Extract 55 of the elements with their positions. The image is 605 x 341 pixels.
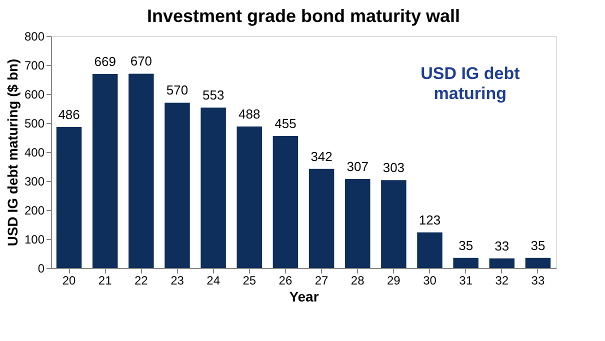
bar [381,180,406,268]
x-tick-label: 28 [350,274,365,288]
bar [272,136,298,268]
y-tick-label: 500 [24,116,45,130]
data-label: 455 [274,116,296,132]
data-label: 570 [166,82,188,98]
bar [489,258,515,268]
bar [56,127,82,268]
x-tick-label: 32 [495,274,509,288]
bar [92,74,118,268]
x-tick-label: 20 [62,274,76,288]
y-tick-label: 400 [24,146,45,160]
bar [236,126,262,268]
x-tick-label: 29 [387,274,401,288]
bar [344,178,370,268]
x-tick-label: 24 [206,274,220,288]
x-tick-label: 30 [423,274,437,288]
x-tick-label: 25 [242,274,256,288]
x-tick-label: 23 [170,274,184,288]
y-tick-label: 200 [24,204,45,218]
y-tick-label: 800 [24,30,45,44]
y-tick-label: 0 [38,262,45,276]
chart-title: Investment grade bond maturity wall [146,6,460,26]
data-label: 342 [310,148,332,164]
y-tick-label: 100 [24,232,45,246]
y-tick-label: 700 [24,58,45,72]
data-label: 669 [94,54,116,69]
data-label: 303 [382,160,405,176]
data-label: 670 [130,54,152,69]
data-label: 35 [530,238,546,253]
data-label: 488 [238,106,260,122]
y-axis-title: USD IG debt maturing ($ bn) [4,58,20,246]
data-label: 307 [346,158,368,174]
bar [417,232,442,268]
data-label: 33 [494,238,510,254]
bar [200,108,226,268]
data-label: 123 [418,212,441,228]
x-tick-label: 31 [459,274,473,288]
annotation: USD IG debt maturing [420,64,520,104]
y-tick-label: 600 [24,88,45,102]
x-axis-title: Year [289,288,320,304]
x-tick-label: 26 [278,274,292,288]
bar [128,74,154,268]
data-label: 553 [202,88,224,103]
x-tick-label: 27 [314,274,329,288]
bar [453,258,478,268]
bar [164,102,190,268]
x-tick-label: 21 [98,274,112,288]
x-tick-label: 22 [134,274,148,288]
bar [525,258,551,268]
x-tick-label: 33 [531,274,545,288]
y-tick-label: 300 [24,174,45,188]
data-label: 486 [58,107,80,122]
data-label: 35 [458,238,474,253]
bar [308,168,334,268]
